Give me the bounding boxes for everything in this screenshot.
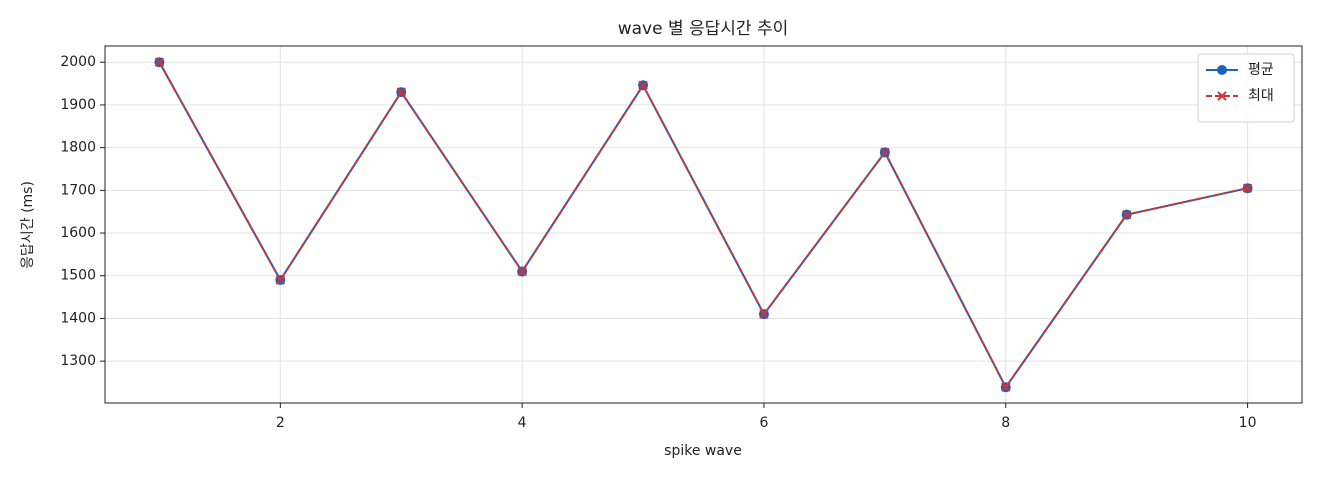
series-line — [158, 61, 1248, 390]
x-tick-label: 4 — [518, 415, 527, 431]
marker — [638, 80, 648, 90]
axes-frame — [104, 45, 1303, 404]
x-tick-label: 6 — [759, 415, 768, 431]
legend-box — [1197, 53, 1295, 123]
y-axis-label: 응답시간 (ms) — [20, 181, 36, 269]
x-tick-label: 2 — [276, 415, 285, 431]
marker — [880, 147, 890, 158]
y-tick-label: 2000 — [60, 54, 96, 70]
x-axis-label: spike wave — [664, 443, 742, 459]
chart-title: wave 별 응답시간 추이 — [618, 19, 789, 39]
x-tick-label: 10 — [1239, 415, 1257, 431]
x-tick-label: 8 — [1001, 415, 1010, 431]
marker — [1242, 183, 1253, 193]
legend-marker — [1217, 65, 1227, 75]
y-tick-label: 1300 — [60, 353, 96, 369]
y-tick-label: 1600 — [60, 225, 96, 241]
y-tick-label: 1900 — [60, 97, 96, 113]
marker — [759, 309, 769, 319]
grid — [105, 46, 1302, 403]
marker — [396, 87, 406, 97]
plot-area — [154, 57, 1253, 393]
y-tick-label: 1400 — [60, 310, 96, 326]
legend-marker — [1217, 91, 1227, 101]
y-tick-label: 1500 — [60, 268, 96, 284]
marker — [517, 266, 527, 277]
marker — [275, 275, 286, 285]
y-tick-label: 1700 — [60, 182, 96, 198]
y-tick-label: 1800 — [60, 140, 96, 156]
legend-label: 최대 — [1248, 88, 1274, 104]
marker — [154, 57, 165, 67]
marker — [1001, 382, 1011, 392]
marker — [1121, 209, 1132, 220]
legend-label: 평균 — [1248, 62, 1274, 78]
series-line — [158, 61, 1248, 390]
